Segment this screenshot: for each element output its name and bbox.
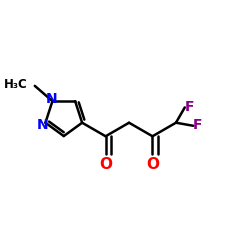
Text: O: O [146,157,159,172]
Text: F: F [193,118,202,132]
Text: F: F [184,100,194,114]
Text: N: N [46,92,57,106]
Text: H₃C: H₃C [4,78,28,91]
Text: O: O [99,157,112,172]
Text: N: N [37,118,48,132]
